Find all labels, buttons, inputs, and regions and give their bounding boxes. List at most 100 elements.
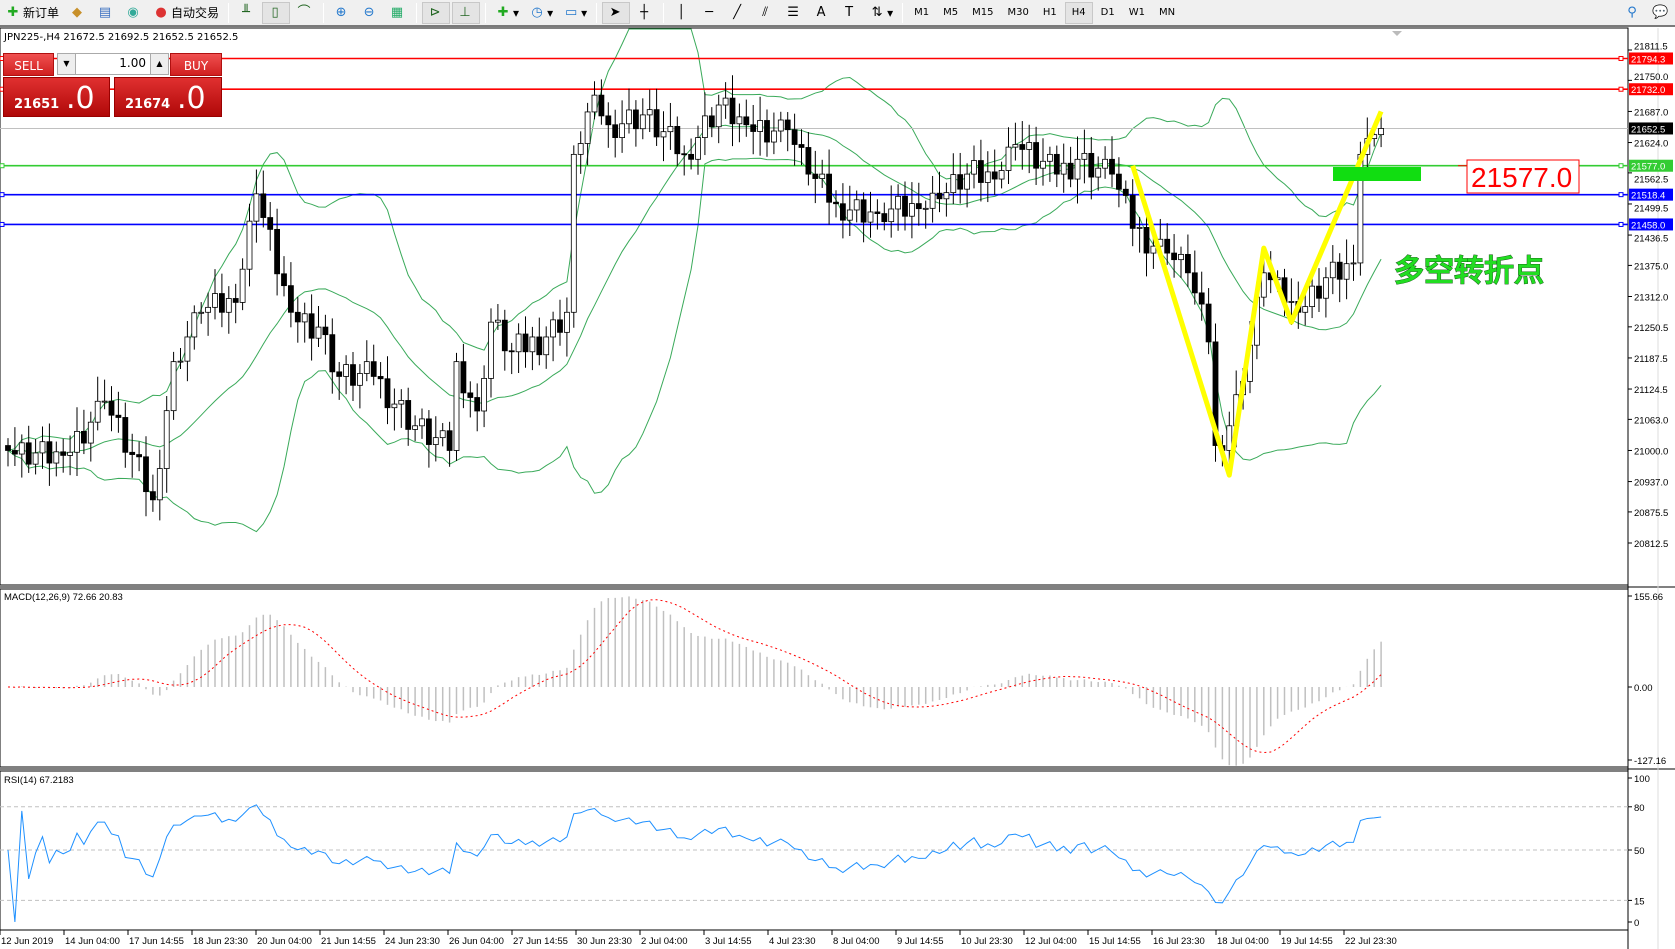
text-button[interactable]: A	[809, 2, 835, 24]
chart-title: JPN225-,H4 21672.5 21692.5 21652.5 21652…	[4, 32, 239, 43]
timeframe-h4[interactable]: H4	[1064, 1, 1093, 24]
sell-price: 21651	[14, 97, 60, 112]
line-chart-icon: ⌒	[297, 4, 311, 20]
candle-bullish	[1288, 301, 1295, 303]
crosshair-button[interactable]: ┼	[632, 2, 658, 24]
indicators-button[interactable]: ✚ ▾	[491, 2, 523, 24]
history-button[interactable]: ◆	[65, 2, 91, 24]
trendline-icon: ╱	[733, 4, 742, 20]
auto-trading-button[interactable]: ● 自动交易	[149, 2, 223, 24]
zoom-out-button[interactable]: ⊖	[357, 2, 383, 24]
timeframe-d1[interactable]: D1	[1100, 7, 1115, 18]
candle-bullish	[929, 192, 936, 209]
search-button[interactable]: ⚲	[1620, 2, 1646, 24]
candle-bearish	[991, 171, 998, 180]
candle-bearish	[1033, 142, 1039, 169]
buy-button[interactable]: BUY	[170, 53, 222, 76]
time-tick-label: 18 Jun 23:30	[193, 936, 248, 947]
candle-bullish	[971, 160, 977, 175]
macd-histogram	[14, 596, 1382, 766]
rsi-line	[7, 804, 1382, 923]
timeframe-m1[interactable]: M1	[914, 7, 930, 18]
timeframe-mn[interactable]: MN	[1158, 7, 1176, 18]
line-handle	[1618, 192, 1624, 198]
sell-button[interactable]: SELL	[3, 53, 54, 76]
equidistant-channel-button[interactable]: ⫽	[753, 2, 779, 24]
fibonacci-button[interactable]: ☰	[781, 2, 807, 24]
periods-button[interactable]: ◷ ▾	[525, 2, 557, 24]
candle-bearish	[384, 378, 391, 409]
terminal-button[interactable]: ▤	[93, 2, 119, 24]
timeframe-m15[interactable]: M15	[972, 7, 994, 18]
price-line-label: 21732.0	[1631, 85, 1665, 96]
candle-bearish	[329, 334, 336, 373]
candle-bearish	[336, 371, 343, 377]
line-chart-button[interactable]: ⌒	[292, 2, 318, 24]
auto-trading-icon: ●	[155, 4, 167, 20]
price-tick-label: 21811.5	[1634, 41, 1668, 52]
candle-bearish	[978, 160, 984, 183]
timeframe-m30[interactable]: M30	[1007, 7, 1029, 18]
candle-bullish	[391, 403, 398, 409]
candle-bearish	[446, 430, 453, 451]
new-order-button[interactable]: ✚ 新订单	[1, 2, 63, 24]
candle-bearish	[764, 120, 770, 143]
timeframe-m5[interactable]: M5	[943, 7, 959, 18]
time-tick-label: 12 Jul 04:00	[1025, 936, 1077, 947]
candle-bearish	[370, 361, 377, 377]
price-annotation-box	[1466, 159, 1580, 194]
buy-price-fraction: .0	[177, 81, 206, 116]
autoscroll-button[interactable]: ⊳	[422, 1, 451, 24]
sell-price-button[interactable]: 21651 .0	[3, 77, 110, 117]
text-label-button[interactable]: T	[837, 2, 863, 24]
time-tick-label: 9 Jul 14:55	[897, 936, 943, 947]
signal-icon: ◉	[127, 4, 139, 20]
time-tick-label: 30 Jun 23:30	[577, 936, 632, 947]
cursor-button[interactable]: ➤	[602, 1, 631, 24]
trendline-button[interactable]: ╱	[725, 2, 751, 24]
line-handle	[0, 192, 5, 198]
chart-shift-button[interactable]: ⊥	[452, 1, 481, 24]
candle-bearish	[501, 319, 508, 352]
bar-chart-button[interactable]: ╨	[234, 2, 260, 24]
increase-lot-button[interactable]: ▲	[150, 54, 168, 74]
tile-windows-button[interactable]: ▦	[385, 2, 411, 24]
lot-size-stepper[interactable]: ▼ 1.00 ▲	[57, 53, 169, 75]
candle-bearish	[294, 311, 301, 323]
signals-button[interactable]: ◉	[121, 2, 147, 24]
candle-bearish	[812, 173, 819, 179]
candle-bearish	[598, 94, 605, 117]
candle-bullish	[846, 209, 853, 221]
buy-price: 21674	[125, 97, 171, 112]
candle-bearish	[136, 454, 143, 458]
arrows-button[interactable]: ⇅ ▾	[865, 2, 897, 24]
price-line-label: 21794.3	[1631, 54, 1665, 65]
zigzag-drawing	[1130, 110, 1384, 478]
candle-bearish	[467, 392, 474, 398]
buy-price-button[interactable]: 21674 .0	[114, 77, 222, 117]
candle-bullish	[39, 441, 46, 454]
turning-point-label: 多空转折点	[1394, 254, 1544, 289]
timeframe-h1[interactable]: H1	[1042, 7, 1057, 18]
candle-bullish	[888, 208, 895, 223]
candlestick-button[interactable]: ▯	[262, 1, 291, 24]
candle-bearish	[1185, 253, 1191, 274]
vertical-line-button[interactable]: │	[669, 2, 695, 24]
templates-button[interactable]: ▭ ▾	[564, 4, 588, 20]
candle-bullish	[1012, 144, 1019, 148]
zoom-in-button[interactable]: ⊕	[329, 2, 355, 24]
timeframe-w1[interactable]: W1	[1128, 7, 1145, 18]
toolbar: ✚ 新订单 ◆ ▤ ◉ ● 自动交易 ╨ ▯ ⌒ ⊕ ⊖ ▦ ⊳ ⊥ ✚ ▾ ◷ ▾ ▭…	[0, 0, 1675, 27]
horizontal-line-button[interactable]: ─	[697, 2, 723, 24]
candle-bullish	[18, 442, 25, 455]
candle-bullish	[577, 143, 584, 155]
chat-icon: 💬	[1652, 4, 1669, 20]
line-handle	[1618, 221, 1624, 227]
candle-bullish	[1136, 227, 1143, 229]
candle-bullish	[253, 193, 260, 222]
lot-size-input[interactable]: 1.00	[119, 56, 146, 70]
chat-button[interactable]: 💬	[1648, 2, 1674, 24]
decrease-lot-button[interactable]: ▼	[58, 54, 76, 74]
candle-bullish	[964, 173, 970, 190]
